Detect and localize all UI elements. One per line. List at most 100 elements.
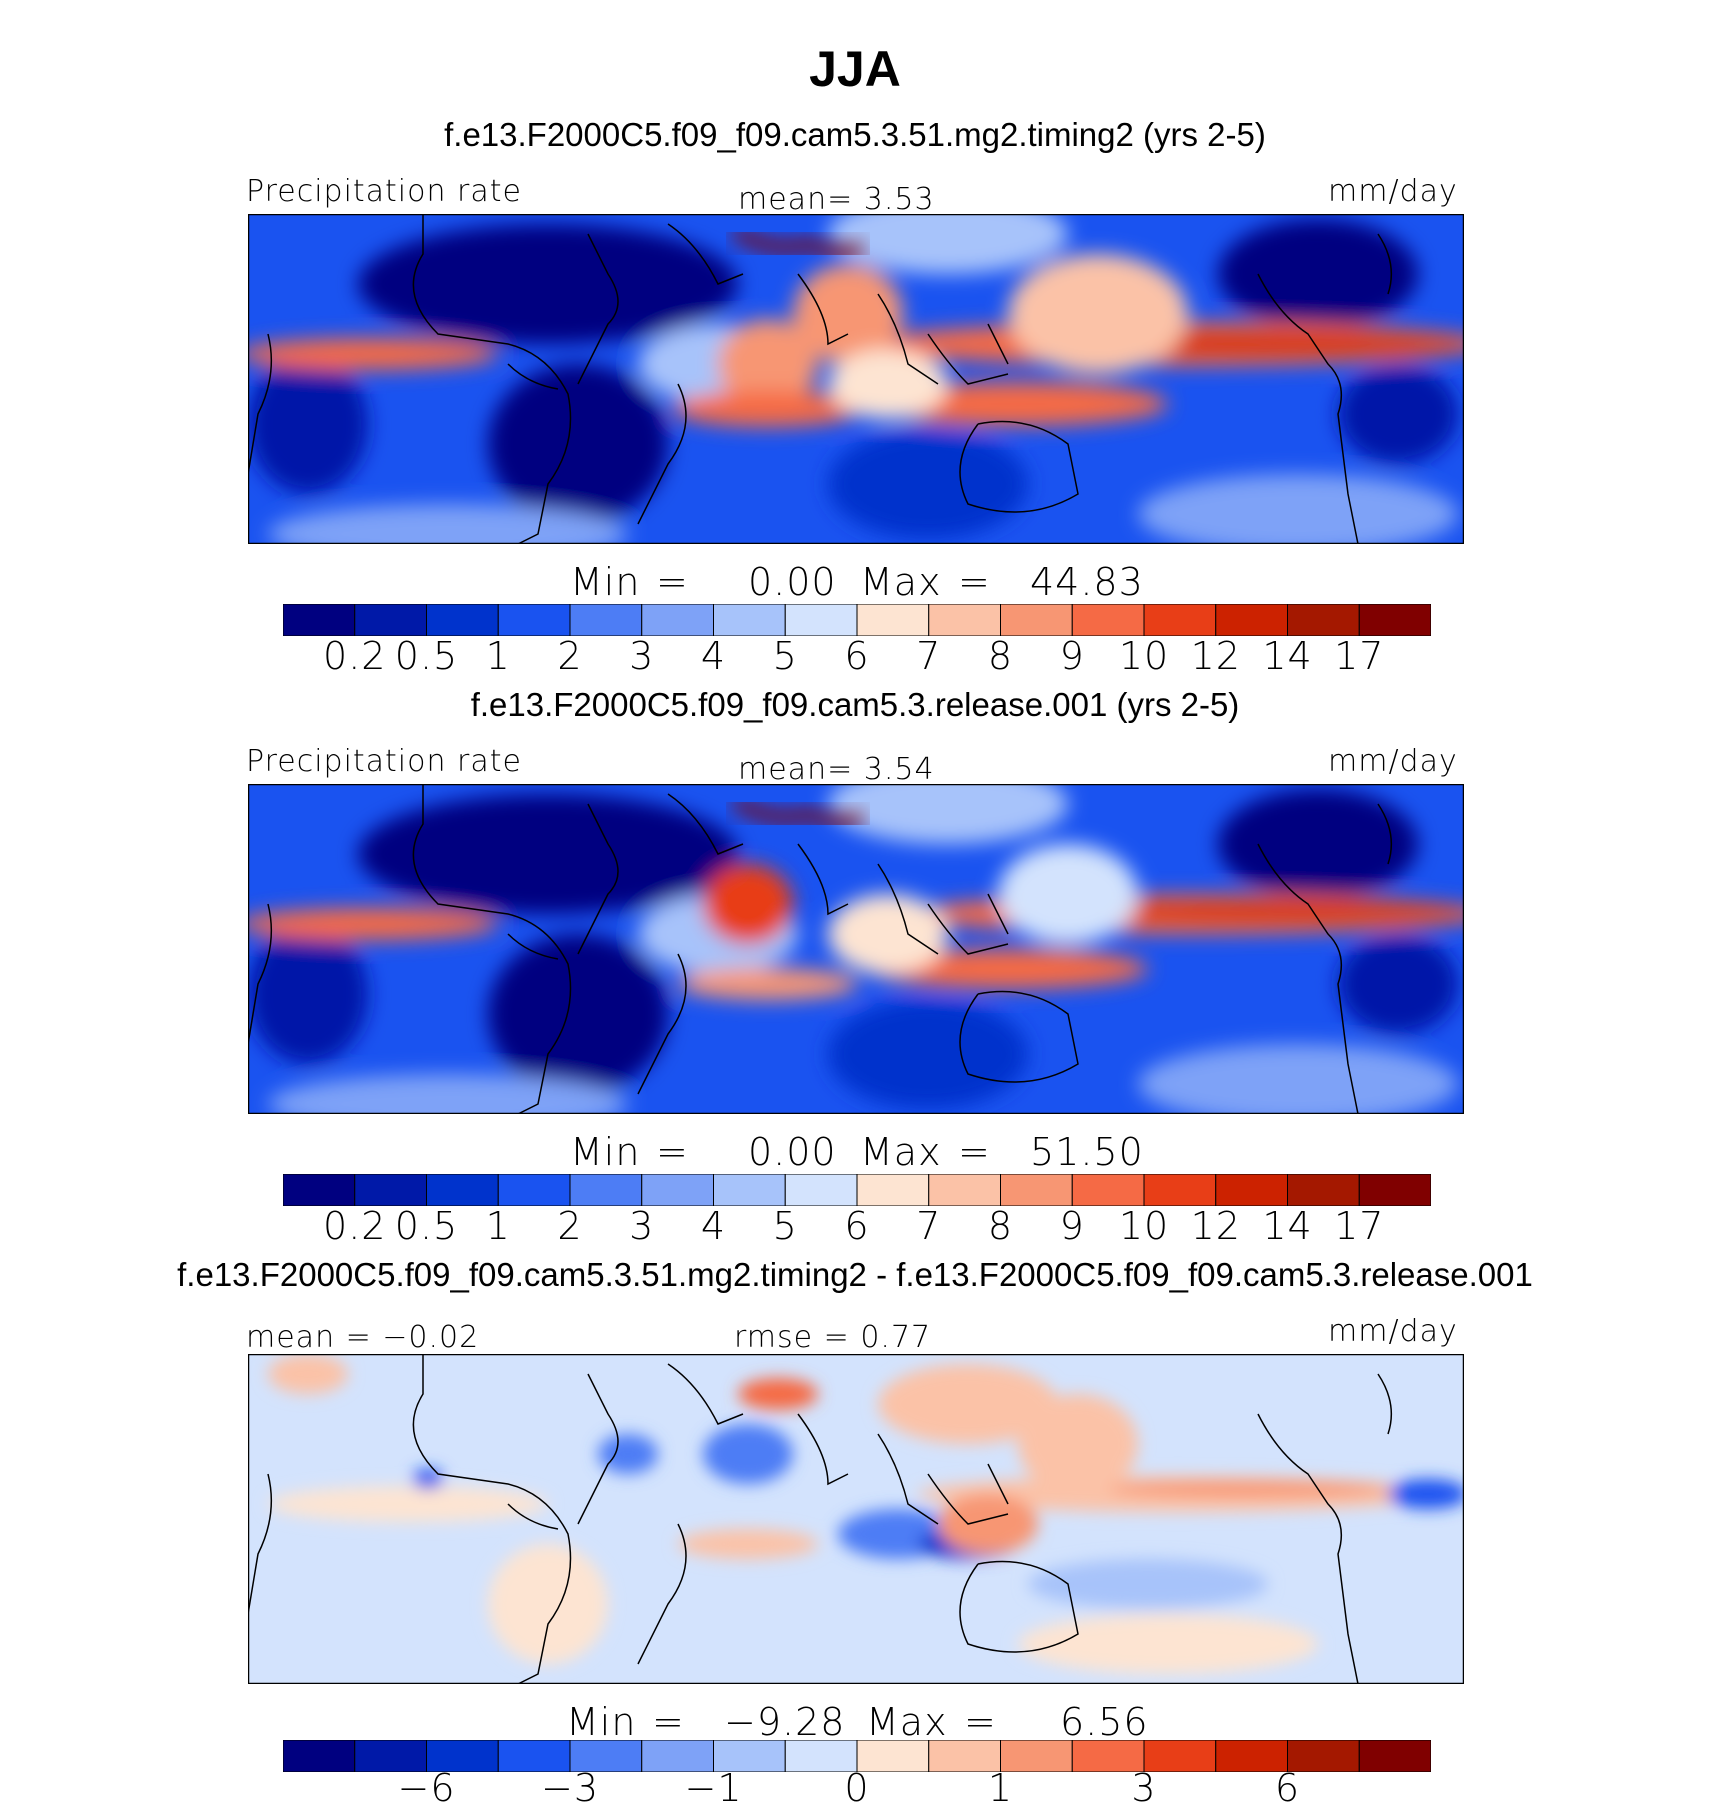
colorbar-tick-label: 7 <box>916 1204 942 1248</box>
monsoon-max <box>732 228 864 259</box>
colorbar-swatch <box>784 1740 858 1772</box>
colorbar-tick-label: 0.5 <box>394 1204 459 1248</box>
colorbar-swatch <box>784 1174 858 1206</box>
colorbar-tick-label: 7 <box>916 634 942 678</box>
panel-3-max-value: 6.56 <box>1060 1700 1149 1744</box>
monsoon-max <box>732 798 864 829</box>
colorbar-swatch <box>1000 1174 1073 1206</box>
colorbar-swatch <box>641 604 714 636</box>
colorbar-swatch <box>1287 1740 1360 1772</box>
colorbar-swatch <box>569 604 643 636</box>
colorbar-swatch <box>426 1174 499 1206</box>
panel-2-min-value: 0.00 <box>748 1130 837 1174</box>
colorbar-tick-label: 14 <box>1262 634 1313 678</box>
colorbar-swatch <box>1071 1740 1145 1772</box>
colorbar-swatch <box>497 1174 571 1206</box>
colorbar-tick-label: 5 <box>772 634 798 678</box>
colorbar-tick-label: 0.2 <box>323 1204 387 1248</box>
colorbar-tick-label: 3 <box>629 1204 655 1248</box>
panel-1-variable-label: Precipitation rate <box>246 174 522 209</box>
colorbar-tick-label: 3 <box>1131 1766 1157 1810</box>
colorbar-tick-label: 0 <box>844 1766 870 1810</box>
colorbar-tick-label: 14 <box>1262 1204 1313 1248</box>
colorbar-swatch <box>1287 604 1360 636</box>
colorbar-swatch <box>713 1174 786 1206</box>
colorbar-tick-label: 8 <box>987 634 1014 678</box>
panel-1-mean-label: mean= 3.53 <box>738 182 935 217</box>
colorbar-swatch <box>856 604 930 636</box>
colorbar-tick-label: −6 <box>397 1766 456 1810</box>
panel-2-units-label: mm/day <box>1328 744 1458 779</box>
colorbar-tick-label: 1 <box>987 1766 1014 1810</box>
panel-2-colorbar <box>283 1174 1431 1206</box>
panel-2-map <box>248 784 1464 1114</box>
panel-1-min-value: 0.00 <box>748 560 837 604</box>
panel-1-max-value: 44.83 <box>1030 560 1144 604</box>
colorbar-tick-label: 4 <box>700 634 727 678</box>
panel-3-max-label: Max <box>866 1700 948 1744</box>
colorbar-tick-label: 6 <box>1274 1766 1301 1810</box>
colorbar-swatch <box>641 1174 714 1206</box>
colorbar-swatch <box>856 1174 930 1206</box>
colorbar-tick-label: 6 <box>844 634 870 678</box>
colorbar-tick-label: 2 <box>557 634 583 678</box>
colorbar-tick-label: 3 <box>629 634 655 678</box>
colorbar-tick-label: 1 <box>485 1204 511 1248</box>
panel-1-equals-max: = <box>958 560 991 604</box>
panel-2-colorbar-ticks: 0.2 0.5 1 2 3 4 5 6 7 8 9 10 12 14 17 <box>283 1204 1431 1252</box>
colorbar-tick-label: 17 <box>1334 634 1385 678</box>
colorbar-swatch <box>354 604 427 636</box>
colorbar-swatch <box>928 604 1001 636</box>
colorbar-swatch <box>569 1174 643 1206</box>
panel-3-rmse-label: rmse = 0.77 <box>734 1320 932 1355</box>
panel-2-mean-label: mean= 3.54 <box>738 752 935 787</box>
panel-1-min-label: Min <box>570 560 641 604</box>
colorbar-swatch <box>856 1740 930 1772</box>
panel-2-max-label: Max <box>860 1130 942 1174</box>
colorbar-tick-label: 4 <box>700 1204 727 1248</box>
colorbar-swatch <box>283 1174 356 1206</box>
colorbar-tick-label: 10 <box>1118 1204 1170 1248</box>
panel-frame <box>248 1354 1464 1684</box>
precip-field <box>248 784 1464 1114</box>
colorbar-swatch <box>1071 604 1145 636</box>
colorbar-swatch <box>426 604 499 636</box>
colorbar-swatch <box>1358 604 1431 636</box>
panel-3-equals-max: = <box>964 1700 997 1744</box>
colorbar-swatch <box>1287 1174 1360 1206</box>
colorbar-swatch <box>928 1174 1001 1206</box>
colorbar-swatch <box>1215 604 1288 636</box>
panel-1-colorbar <box>283 604 1431 636</box>
panel-1-units-label: mm/day <box>1328 174 1458 209</box>
panel-2-equals-min: = <box>656 1130 689 1174</box>
panel-3-units-label: mm/day <box>1328 1314 1458 1349</box>
colorbar-tick-label: 12 <box>1190 634 1241 678</box>
panel-2-case-title: f.e13.F2000C5.f09_f09.cam5.3.release.001… <box>470 686 1240 723</box>
precip-field <box>248 214 1464 544</box>
colorbar-swatch <box>1358 1174 1431 1206</box>
panel-1-equals-min: = <box>656 560 689 604</box>
panel-1-case-title: f.e13.F2000C5.f09_f09.cam5.3.51.mg2.timi… <box>444 116 1266 153</box>
colorbar-swatch <box>784 604 858 636</box>
panel-3-case-title: f.e13.F2000C5.f09_f09.cam5.3.51.mg2.timi… <box>177 1256 1533 1293</box>
panel-2-equals-max: = <box>958 1130 991 1174</box>
colorbar-swatch <box>426 1740 499 1772</box>
coastlines <box>248 784 1393 1114</box>
panel-1-map <box>248 214 1464 544</box>
colorbar-tick-label: 8 <box>987 1204 1014 1248</box>
colorbar-swatch <box>1071 1174 1145 1206</box>
panel-3-min-label: Min <box>566 1700 637 1744</box>
colorbar-swatch <box>1215 1740 1288 1772</box>
panel-frame <box>248 784 1464 1114</box>
colorbar-swatch <box>569 1740 643 1772</box>
colorbar-swatch <box>1000 604 1073 636</box>
colorbar-swatch <box>1143 1174 1217 1206</box>
panel-3-mean-label: mean = −0.02 <box>246 1320 480 1355</box>
colorbar-swatch <box>1143 604 1217 636</box>
panel-3-colorbar <box>283 1740 1431 1772</box>
panel-3-min-value: −9.28 <box>724 1700 846 1744</box>
colorbar-swatch <box>713 604 786 636</box>
colorbar-tick-label: 0.5 <box>394 634 459 678</box>
panel-3-equals-min: = <box>652 1700 685 1744</box>
coastlines <box>248 1354 1393 1684</box>
